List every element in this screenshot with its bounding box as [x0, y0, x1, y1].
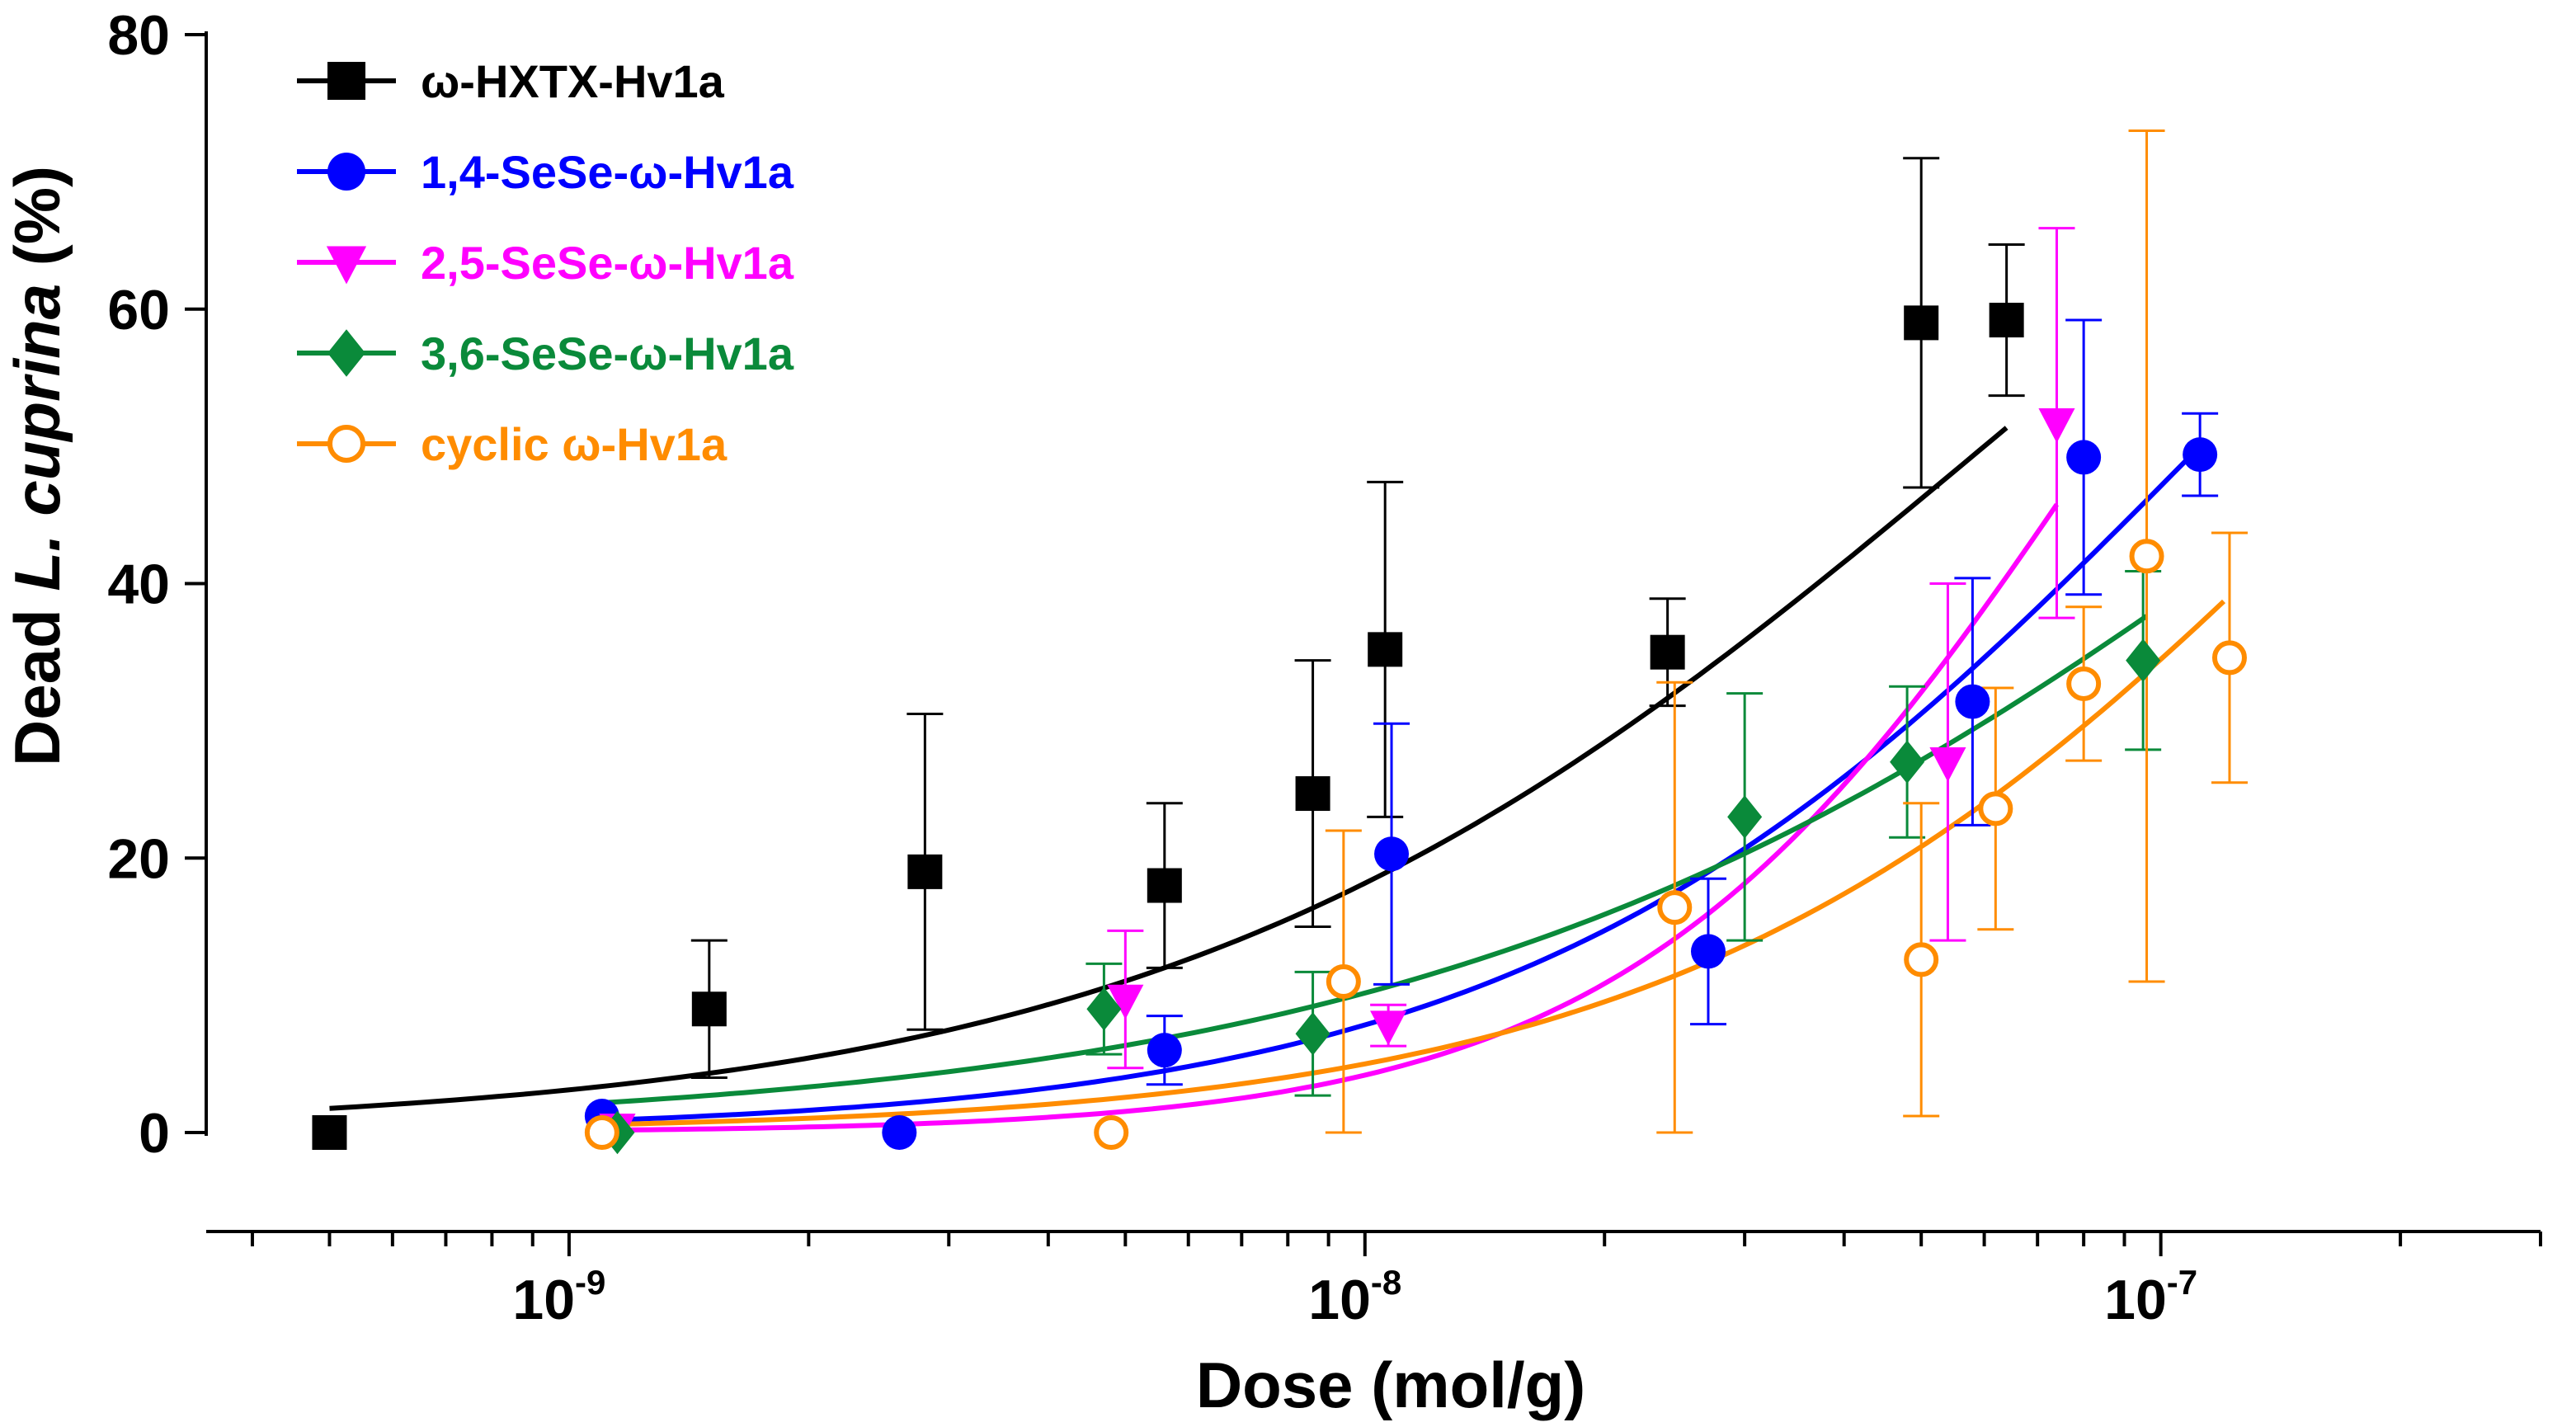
- legend-entry: 1,4-SeSe-ω-Hv1a: [297, 146, 794, 198]
- x-axis-title: Dose (mol/g): [1196, 1349, 1585, 1421]
- data-point-series-1: [691, 991, 727, 1027]
- data-point-series-1: [907, 854, 943, 889]
- legend-entry: 2,5-SeSe-ω-Hv1a: [297, 237, 794, 289]
- data-point-series-2: [1147, 1033, 1182, 1068]
- data-point-series-1: [1989, 303, 2024, 338]
- data-point-series-2: [2066, 440, 2102, 475]
- fit-curve-series-5: [601, 599, 2226, 1128]
- legend-marker: [326, 246, 367, 285]
- data-point-series-1: [1295, 776, 1330, 812]
- data-point-series-2: [1955, 684, 1990, 719]
- fit-curves: [329, 426, 2226, 1133]
- data-point-series-1: [1368, 632, 1403, 667]
- data-point-series-5: [1094, 1115, 1129, 1150]
- data-point-series-3: [1107, 984, 1144, 1020]
- data-point-series-2: [1690, 934, 1726, 969]
- y-tick-label: 20: [107, 827, 170, 890]
- data-point-series-4: [1295, 1011, 1330, 1056]
- y-axis-title-species: L. cuprina: [1, 284, 73, 591]
- data-point-series-3: [1370, 1010, 1407, 1046]
- legend: ω-HXTX-Hv1a 1,4-SeSe-ω-Hv1a 2,5-SeSe-ω-Hv1…: [297, 55, 794, 470]
- data-point-series-2: [1374, 836, 1410, 872]
- y-axis-title-prefix: Dead: [1, 591, 73, 766]
- data-point-series-1: [1147, 868, 1182, 903]
- data-point-series-1: [1904, 305, 1939, 341]
- legend-label: 2,5-SeSe-ω-Hv1a: [421, 237, 794, 289]
- legend-entry: 3,6-SeSe-ω-Hv1a: [297, 327, 794, 379]
- data-point-series-4: [1727, 795, 1763, 839]
- data-point-series-2: [882, 1115, 917, 1150]
- data-point-series-5: [1978, 791, 2013, 827]
- y-axis-title: Dead L. cuprina (%): [1, 166, 73, 766]
- y-axis-title-suffix: (%): [1, 166, 73, 284]
- legend-label: 1,4-SeSe-ω-Hv1a: [421, 146, 794, 198]
- legend-entry: ω-HXTX-Hv1a: [297, 55, 725, 107]
- legend-label: ω-HXTX-Hv1a: [421, 55, 725, 107]
- y-tick-label: 80: [107, 4, 170, 67]
- data-point-series-5: [584, 1115, 619, 1150]
- x-tick-label: 10-8: [1308, 1263, 1401, 1331]
- data-point-series-4: [1890, 740, 1925, 784]
- legend-marker: [327, 425, 365, 463]
- data-point-series-5: [2129, 539, 2164, 574]
- data-point-series-5: [1657, 890, 1693, 925]
- data-point-series-5: [1326, 963, 1361, 999]
- data-point-series-3: [1929, 746, 1966, 782]
- data-point-series-1: [312, 1115, 347, 1150]
- legend-marker: [327, 153, 365, 191]
- y-tick-label: 60: [107, 279, 170, 341]
- data-point-series-1: [1650, 634, 1685, 670]
- y-tick-label: 0: [139, 1102, 170, 1165]
- data-point-series-4: [1086, 987, 1122, 1031]
- fit-curve-series-4: [601, 614, 2149, 1105]
- x-tick-label: 10-9: [512, 1263, 605, 1331]
- legend-label: 3,6-SeSe-ω-Hv1a: [421, 327, 794, 379]
- data-point-series-3: [2038, 407, 2075, 443]
- axes: 0 20 40 60 80 10-9 10-8 10-7: [107, 4, 2542, 1331]
- legend-marker: [327, 62, 365, 100]
- legend-entry: cyclic ω-Hv1a: [297, 418, 728, 470]
- data-points: [312, 303, 2247, 1155]
- legend-label: cyclic ω-Hv1a: [421, 418, 728, 470]
- data-point-series-4: [2126, 638, 2161, 682]
- data-point-series-5: [2211, 640, 2247, 676]
- x-tick-label: 10-7: [2104, 1263, 2197, 1331]
- data-point-series-2: [2183, 437, 2218, 473]
- fit-curve-series-1: [329, 426, 2009, 1111]
- y-tick-label: 40: [107, 553, 170, 616]
- data-point-series-5: [1904, 942, 1939, 977]
- legend-marker: [327, 329, 365, 377]
- data-point-series-5: [2066, 666, 2102, 701]
